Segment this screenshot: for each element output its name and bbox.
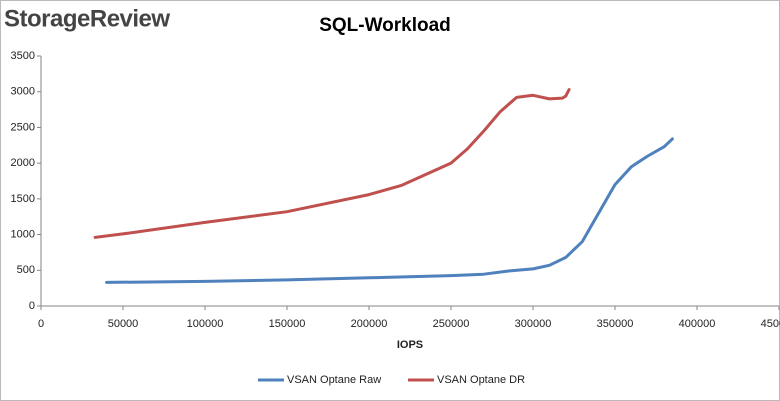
- x-tick-label: 100000: [187, 318, 224, 330]
- legend-label: VSAN Optane DR: [437, 374, 525, 386]
- y-tick-label: 3000: [11, 86, 35, 98]
- y-tick-label: 2500: [11, 121, 35, 133]
- series-line: [93, 88, 571, 239]
- x-tick-label: 250000: [433, 318, 470, 330]
- y-tick-label: 0: [29, 300, 35, 312]
- series-line: [105, 137, 674, 284]
- x-tick-label: 200000: [351, 318, 388, 330]
- x-tick-label: 350000: [597, 318, 634, 330]
- x-tick-label: 50000: [108, 318, 139, 330]
- y-tick-label: 500: [17, 264, 35, 276]
- x-tick-label: 400000: [679, 318, 716, 330]
- y-tick-label: 1500: [11, 193, 35, 205]
- y-tick-label: 3500: [11, 50, 35, 62]
- x-tick-label: 450000: [761, 318, 780, 330]
- x-tick-label: 300000: [515, 318, 552, 330]
- chart-title: SQL-Workload: [319, 15, 451, 36]
- y-tick-label: 2000: [11, 157, 35, 169]
- x-axis-label: IOPS: [397, 339, 423, 351]
- x-tick-label: 150000: [269, 318, 306, 330]
- brand: StorageReview: [4, 5, 170, 32]
- y-tick-label: 1000: [11, 228, 35, 240]
- legend-label: VSAN Optane Raw: [287, 374, 381, 386]
- x-tick-label: 0: [38, 318, 44, 330]
